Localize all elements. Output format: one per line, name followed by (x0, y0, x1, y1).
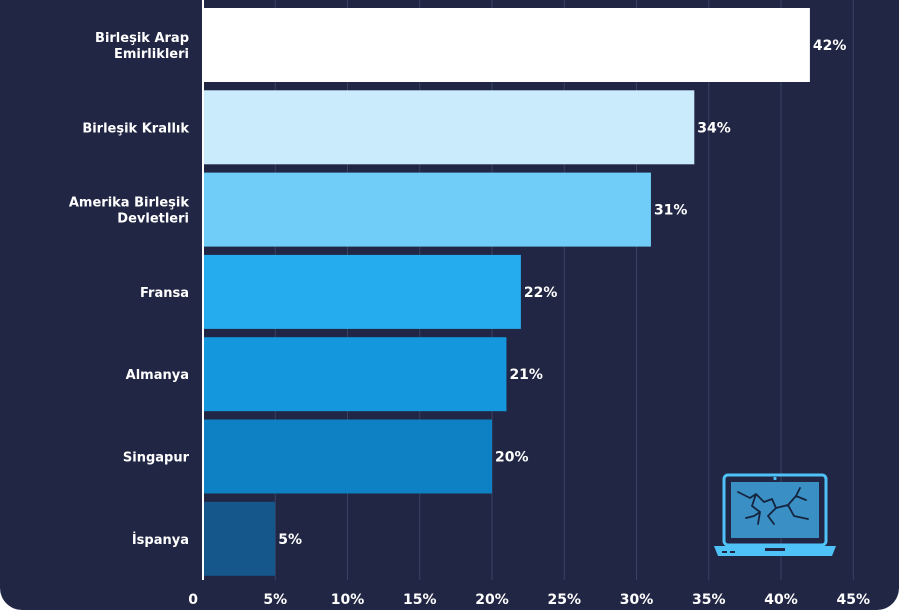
data-label: 22% (524, 285, 558, 301)
category-label: İspanya (132, 532, 189, 548)
data-label: 20% (495, 450, 529, 466)
x-tick-label: 10% (331, 592, 365, 608)
bar (203, 8, 810, 82)
data-label: 31% (654, 203, 688, 219)
bar (203, 90, 695, 165)
data-label: 21% (509, 367, 543, 383)
x-tick-label: 5% (263, 592, 287, 608)
x-tick-label: 20% (475, 592, 509, 608)
category-label: Birleşik Arap (95, 31, 189, 46)
category-label: Birleşik Krallık (82, 121, 189, 136)
category-label: Almanya (126, 368, 189, 383)
category-label: Devletleri (117, 212, 189, 227)
data-label: 42% (813, 38, 847, 54)
category-label: Fransa (140, 286, 189, 301)
bar (203, 501, 276, 576)
x-tick-label: 45% (836, 592, 870, 608)
x-tick-label: 35% (692, 592, 726, 608)
x-tick-label: 30% (620, 592, 654, 608)
data-label: 5% (278, 532, 302, 548)
cracked-laptop-icon (714, 473, 836, 556)
x-tick-label: 0 (188, 592, 198, 608)
bar (203, 337, 507, 412)
category-label: Amerika Birleşik (69, 196, 189, 211)
bar (203, 254, 521, 329)
x-tick-label: 40% (764, 592, 798, 608)
category-label: Singapur (123, 451, 190, 466)
x-tick-label: 15% (403, 592, 437, 608)
category-label: Emirlikleri (114, 47, 189, 62)
data-label: 34% (697, 120, 731, 136)
bar (203, 419, 492, 494)
x-tick-label: 25% (547, 592, 581, 608)
bar (203, 172, 651, 247)
